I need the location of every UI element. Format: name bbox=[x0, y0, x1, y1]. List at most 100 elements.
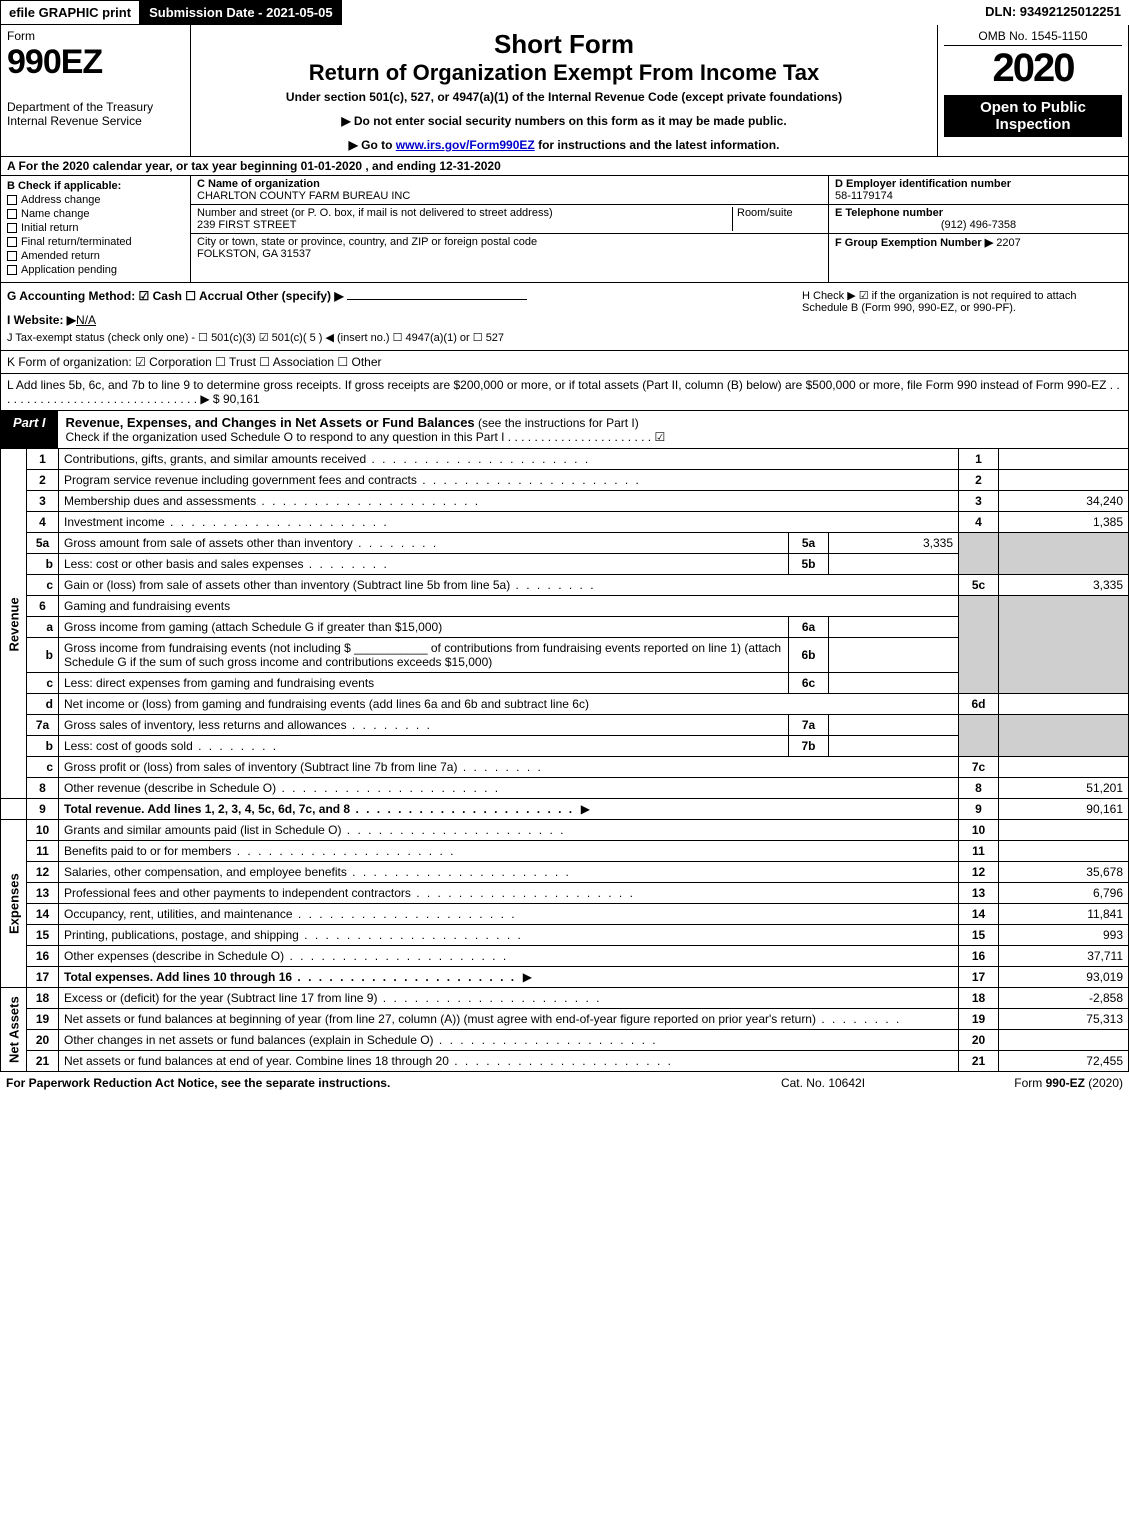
city-value: FOLKSTON, GA 31537 bbox=[197, 248, 822, 260]
table-row: c Gain or (loss) from sale of assets oth… bbox=[1, 575, 1129, 596]
table-row: c Gross profit or (loss) from sales of i… bbox=[1, 757, 1129, 778]
lineno: 10 bbox=[27, 820, 59, 841]
line-numcol: 21 bbox=[959, 1051, 999, 1072]
website-value: N/A bbox=[76, 313, 96, 327]
inner-value bbox=[829, 617, 959, 638]
line-desc: Excess or (deficit) for the year (Subtra… bbox=[64, 991, 601, 1005]
column-def: D Employer identification number 58-1179… bbox=[828, 176, 1128, 282]
line-desc: Gross sales of inventory, less returns a… bbox=[64, 718, 432, 732]
line-value: 90,161 bbox=[999, 799, 1129, 820]
lineno: 7a bbox=[27, 715, 59, 736]
part-1-label: Part I bbox=[1, 411, 58, 448]
accounting-method: G Accounting Method: ☑ Cash ☐ Accrual Ot… bbox=[7, 289, 802, 303]
line-desc: Other expenses (describe in Schedule O) bbox=[64, 949, 508, 963]
form-code: 990EZ bbox=[7, 43, 184, 82]
lineno: 19 bbox=[27, 1009, 59, 1030]
line-desc: Other changes in net assets or fund bala… bbox=[64, 1033, 658, 1047]
schedule-b-check: H Check ▶ ☑ if the organization is not r… bbox=[802, 289, 1122, 344]
inner-value bbox=[829, 638, 959, 673]
line-numcol: 15 bbox=[959, 925, 999, 946]
lineno: 18 bbox=[27, 988, 59, 1009]
chk-label: Address change bbox=[21, 194, 101, 206]
lineno: c bbox=[27, 757, 59, 778]
inner-value bbox=[829, 715, 959, 736]
lineno: 14 bbox=[27, 904, 59, 925]
row-l-gross-receipts: L Add lines 5b, 6c, and 7b to line 9 to … bbox=[0, 374, 1129, 411]
line-numcol: 17 bbox=[959, 967, 999, 988]
line-numcol: 5c bbox=[959, 575, 999, 596]
table-row: 4 Investment income 4 1,385 bbox=[1, 512, 1129, 533]
table-row: Revenue 1 Contributions, gifts, grants, … bbox=[1, 449, 1129, 470]
checkbox-application-pending[interactable] bbox=[7, 265, 17, 275]
netassets-side-label: Net Assets bbox=[1, 988, 27, 1072]
line-desc: Gross income from fundraising events (no… bbox=[59, 638, 789, 673]
checkbox-final-return[interactable] bbox=[7, 237, 17, 247]
line-value: 11,841 bbox=[999, 904, 1129, 925]
shaded-cell bbox=[959, 533, 999, 575]
line-value bbox=[999, 470, 1129, 491]
goto-prefix: ▶ Go to bbox=[349, 138, 396, 152]
paperwork-notice: For Paperwork Reduction Act Notice, see … bbox=[6, 1076, 723, 1090]
table-row: 14 Occupancy, rent, utilities, and maint… bbox=[1, 904, 1129, 925]
line-numcol: 4 bbox=[959, 512, 999, 533]
checkbox-address-change[interactable] bbox=[7, 195, 17, 205]
part-1-header: Part I Revenue, Expenses, and Changes in… bbox=[0, 411, 1129, 449]
checkbox-name-change[interactable] bbox=[7, 209, 17, 219]
short-form-title: Short Form bbox=[197, 29, 931, 60]
efile-print-button[interactable]: efile GRAPHIC print bbox=[0, 0, 140, 25]
under-section-text: Under section 501(c), 527, or 4947(a)(1)… bbox=[197, 90, 931, 104]
part-1-subtitle: (see the instructions for Part I) bbox=[478, 416, 639, 430]
lineno: 6 bbox=[27, 596, 59, 617]
lineno: c bbox=[27, 575, 59, 596]
form-header: Form 990EZ Department of the Treasury In… bbox=[0, 25, 1129, 157]
line-numcol: 14 bbox=[959, 904, 999, 925]
dept-irs: Internal Revenue Service bbox=[7, 114, 184, 128]
line-value: 34,240 bbox=[999, 491, 1129, 512]
line-value bbox=[999, 694, 1129, 715]
lineno: 9 bbox=[27, 799, 59, 820]
group-exemption-value: 2207 bbox=[996, 237, 1020, 249]
line-desc: Less: cost of goods sold bbox=[64, 739, 278, 753]
line-numcol: 3 bbox=[959, 491, 999, 512]
table-row: 21 Net assets or fund balances at end of… bbox=[1, 1051, 1129, 1072]
table-row: 6 Gaming and fundraising events bbox=[1, 596, 1129, 617]
line-numcol: 20 bbox=[959, 1030, 999, 1051]
line-desc: Contributions, gifts, grants, and simila… bbox=[64, 452, 590, 466]
page-footer: For Paperwork Reduction Act Notice, see … bbox=[0, 1072, 1129, 1094]
phone-label: E Telephone number bbox=[835, 207, 1122, 219]
tax-year: 2020 bbox=[944, 46, 1122, 91]
table-row: 16 Other expenses (describe in Schedule … bbox=[1, 946, 1129, 967]
lineno: 2 bbox=[27, 470, 59, 491]
line-desc: Gaming and fundraising events bbox=[59, 596, 959, 617]
checkbox-initial-return[interactable] bbox=[7, 223, 17, 233]
inner-label: 7b bbox=[789, 736, 829, 757]
goto-notice: ▶ Go to www.irs.gov/Form990EZ for instru… bbox=[197, 138, 931, 152]
line-desc: Gross amount from sale of assets other t… bbox=[64, 536, 438, 550]
table-row: 11 Benefits paid to or for members 11 bbox=[1, 841, 1129, 862]
line-desc: Gross profit or (loss) from sales of inv… bbox=[64, 760, 543, 774]
line-desc: Less: direct expenses from gaming and fu… bbox=[59, 673, 789, 694]
checkbox-amended-return[interactable] bbox=[7, 251, 17, 261]
section-b-c-def: B Check if applicable: Address change Na… bbox=[0, 176, 1129, 283]
line-numcol: 9 bbox=[959, 799, 999, 820]
inner-value: 3,335 bbox=[829, 533, 959, 554]
part-1-check-o: Check if the organization used Schedule … bbox=[66, 430, 666, 444]
table-row: 2 Program service revenue including gove… bbox=[1, 470, 1129, 491]
table-row: 12 Salaries, other compensation, and emp… bbox=[1, 862, 1129, 883]
table-row: 5a Gross amount from sale of assets othe… bbox=[1, 533, 1129, 554]
line-desc: Occupancy, rent, utilities, and maintena… bbox=[64, 907, 517, 921]
shaded-cell bbox=[999, 596, 1129, 694]
line-numcol: 11 bbox=[959, 841, 999, 862]
open-to-public-badge: Open to Public Inspection bbox=[944, 95, 1122, 137]
row-a-tax-year: A For the 2020 calendar year, or tax yea… bbox=[0, 157, 1129, 176]
irs-link[interactable]: www.irs.gov/Form990EZ bbox=[396, 138, 535, 152]
table-row: 7a Gross sales of inventory, less return… bbox=[1, 715, 1129, 736]
expenses-side-label: Expenses bbox=[1, 820, 27, 988]
line-value: 75,313 bbox=[999, 1009, 1129, 1030]
chk-label: Initial return bbox=[21, 222, 78, 234]
tax-exempt-status: J Tax-exempt status (check only one) - ☐… bbox=[7, 331, 802, 344]
goto-suffix: for instructions and the latest informat… bbox=[535, 138, 780, 152]
lineno: d bbox=[27, 694, 59, 715]
line-desc: Less: cost or other basis and sales expe… bbox=[64, 557, 389, 571]
inner-label: 5a bbox=[789, 533, 829, 554]
